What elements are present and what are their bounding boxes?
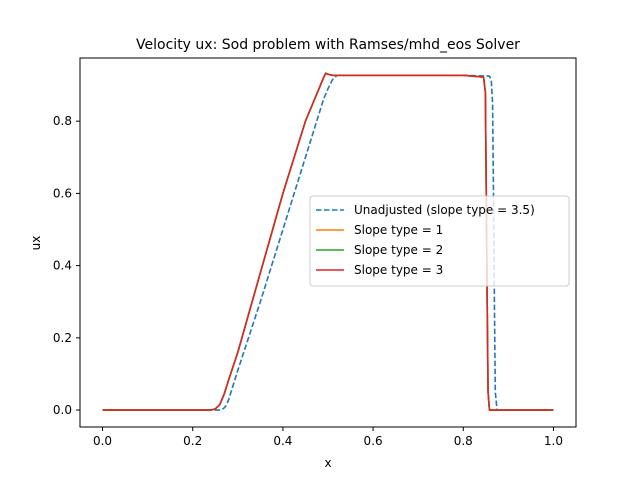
y-axis-label: ux (29, 236, 43, 251)
legend: Unadjusted (slope type = 3.5) Slope type … (309, 195, 570, 287)
y-tick-label: 0.2 (53, 331, 72, 345)
x-tick-label: 0.6 (364, 434, 383, 448)
y-tick-label: 0.0 (53, 403, 72, 417)
x-axis-label: x (324, 456, 331, 470)
y-tick-label: 0.4 (53, 259, 72, 273)
legend-label-1: Unadjusted (slope type = 3.5) (354, 203, 535, 217)
x-tick-label: 0.8 (454, 434, 473, 448)
legend-label-2: Slope type = 1 (354, 223, 443, 237)
chart-title: Velocity ux: Sod problem with Ramses/mhd… (136, 37, 520, 53)
y-axis-ticks: 0.0 0.2 0.4 0.6 0.8 (53, 114, 80, 417)
legend-label-3: Slope type = 2 (354, 243, 443, 257)
legend-label-4: Slope type = 3 (354, 263, 443, 277)
x-tick-label: 0.4 (273, 434, 292, 448)
legend-box (309, 195, 570, 287)
x-axis-ticks: 0.0 0.2 0.4 0.6 0.8 1.0 (93, 427, 563, 448)
x-tick-label: 0.0 (93, 434, 112, 448)
x-tick-label: 0.2 (183, 434, 202, 448)
y-tick-label: 0.6 (53, 186, 72, 200)
x-tick-label: 1.0 (544, 434, 563, 448)
y-tick-label: 0.8 (53, 114, 72, 128)
axes-frame (79, 57, 577, 428)
